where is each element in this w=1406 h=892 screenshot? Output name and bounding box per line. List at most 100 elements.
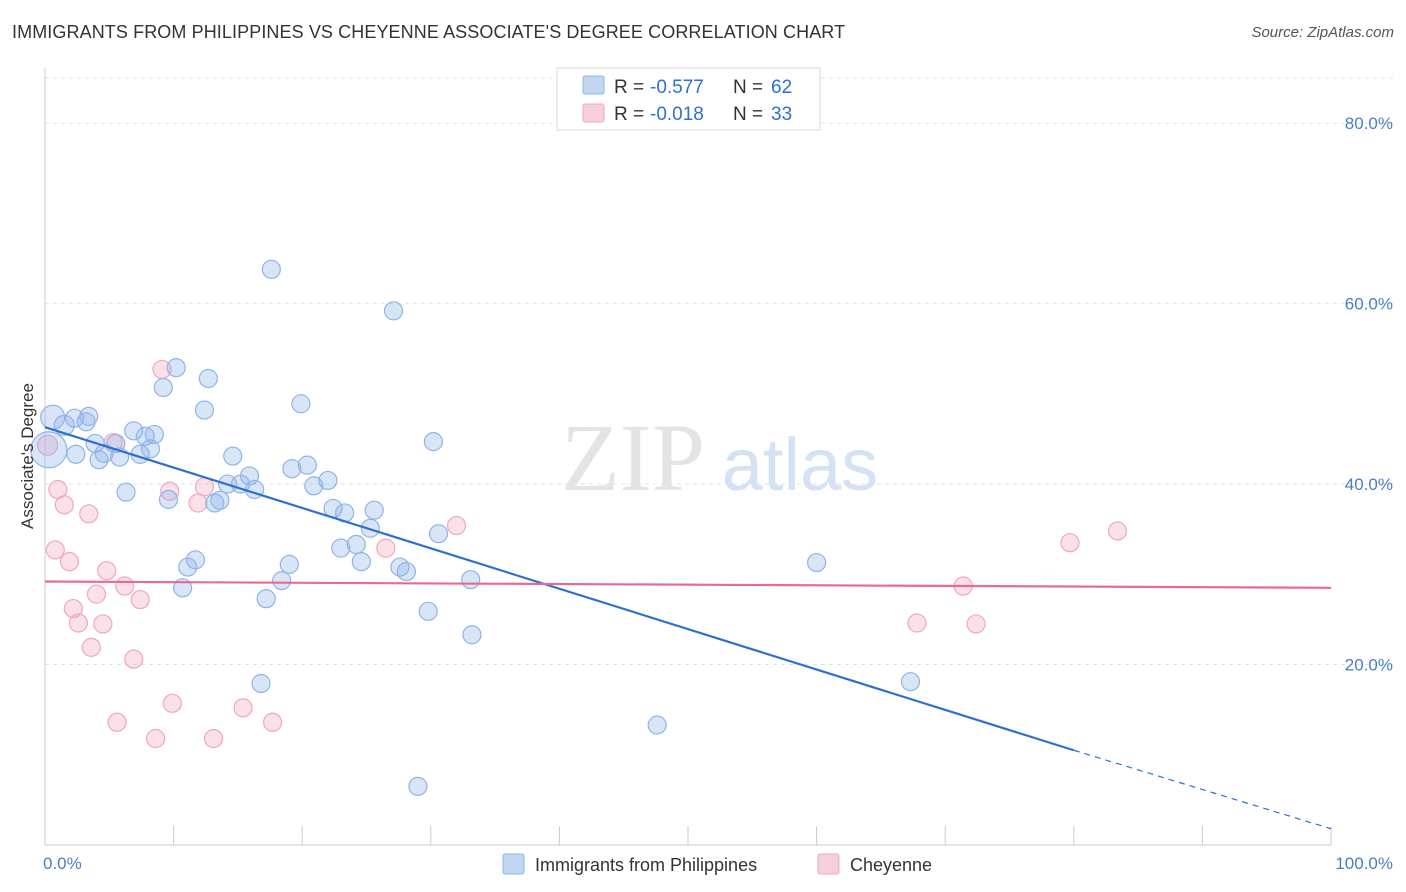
philippines-point <box>408 776 428 796</box>
cheyenne-point <box>124 649 144 669</box>
bottom-legend-swatch-cheyenne <box>817 853 840 875</box>
cheyenne-point <box>263 712 283 732</box>
cheyenne-point <box>115 576 135 596</box>
cheyenne-point <box>93 614 113 634</box>
philippines-point <box>64 408 85 428</box>
y-tick-labels: 20.0% 40.0% 60.0% 80.0% <box>1345 114 1393 674</box>
cheyenne-point <box>203 728 224 749</box>
philippines-point <box>282 459 302 479</box>
philippines-trend-extension <box>1073 749 1332 830</box>
legend-swatch-cheyenne <box>582 103 605 123</box>
legend-n-label-0: N = <box>733 77 763 98</box>
philippines-point <box>351 552 371 572</box>
philippines-point <box>346 534 366 555</box>
y-tick-label: 80.0% <box>1345 114 1393 133</box>
philippines-point <box>428 524 449 544</box>
philippines-point <box>256 589 276 609</box>
cheyenne-point <box>45 540 65 560</box>
philippines-point <box>647 715 667 735</box>
cheyenne-point <box>1060 533 1080 553</box>
philippines-point <box>418 601 438 621</box>
philippines-point <box>251 673 271 694</box>
philippines-points <box>30 259 921 796</box>
philippines-point <box>900 672 921 692</box>
cheyenne-point <box>97 561 117 581</box>
cheyenne-point <box>63 598 83 619</box>
trend-lines <box>44 426 1332 830</box>
cheyenne-point <box>54 495 74 515</box>
philippines-point <box>396 561 416 582</box>
watermark-atlas: atlas <box>722 423 878 506</box>
philippines-point <box>210 490 230 510</box>
philippines-point <box>806 552 827 573</box>
cheyenne-point <box>194 477 215 497</box>
bottom-legend-cheyenne: Cheyenne <box>850 855 932 875</box>
cheyenne-point <box>86 584 107 604</box>
philippines-point <box>318 470 338 491</box>
philippines-point <box>66 444 86 464</box>
axes <box>44 68 1332 846</box>
cheyenne-point <box>162 693 182 713</box>
cheyenne-point <box>907 613 927 633</box>
philippines-point <box>383 301 404 321</box>
legend-r-label-1: R = <box>614 104 644 125</box>
legend-n-value-0: 62 <box>771 77 792 98</box>
philippines-point <box>198 368 218 389</box>
philippines-point <box>153 377 173 398</box>
legend-n-label-1: N = <box>733 104 763 125</box>
x-tick-label: 100.0% <box>1335 854 1393 873</box>
philippines-point <box>291 394 311 414</box>
cheyenne-trend-line <box>44 580 1332 589</box>
bottom-legend-philippines: Immigrants from Philippines <box>535 855 757 875</box>
philippines-point <box>462 625 482 645</box>
philippines-point <box>158 489 179 509</box>
watermark-zip: ZIP <box>561 404 705 511</box>
cheyenne-point <box>81 637 101 657</box>
philippines-point <box>261 259 281 279</box>
y-axis-label: Associate's Degree <box>18 383 37 529</box>
philippines-point <box>89 450 109 470</box>
philippines-point <box>173 578 193 598</box>
cheyenne-point <box>1107 521 1128 541</box>
cheyenne-point <box>79 504 99 524</box>
philippines-point <box>144 424 164 445</box>
x-tick-label: 0.0% <box>43 854 82 873</box>
cheyenne-point <box>36 434 59 456</box>
legend-r-label-0: R = <box>614 77 644 98</box>
philippines-point <box>279 554 299 574</box>
philippines-point <box>53 414 75 437</box>
cheyenne-points <box>36 359 1128 749</box>
philippines-point <box>297 455 317 475</box>
philippines-point <box>461 570 481 590</box>
legend-n-value-1: 33 <box>771 104 792 125</box>
philippines-point <box>140 439 161 459</box>
cheyenne-point <box>59 552 80 572</box>
philippines-point <box>185 550 206 570</box>
philippines-trend-line <box>44 426 1075 752</box>
philippines-point <box>364 500 384 520</box>
philippines-point <box>272 571 292 591</box>
cheyenne-point <box>107 712 127 732</box>
philippines-point <box>116 482 136 502</box>
cheyenne-point <box>68 613 89 633</box>
philippines-point <box>223 446 243 466</box>
philippines-point <box>304 476 324 496</box>
philippines-point <box>205 493 225 513</box>
legend-swatch-philippines <box>582 75 605 95</box>
cheyenne-point <box>233 698 253 718</box>
cheyenne-point <box>160 481 180 501</box>
grid-lines <box>45 77 1393 666</box>
philippines-point <box>30 431 68 469</box>
philippines-point <box>331 538 351 558</box>
legend-r-value-0: -0.577 <box>650 77 704 98</box>
cheyenne-point <box>145 728 166 749</box>
cheyenne-point <box>376 538 396 558</box>
philippines-point <box>79 406 99 426</box>
source-label: Source: ZipAtlas.com <box>1251 24 1394 41</box>
philippines-point <box>194 400 215 420</box>
y-tick-label: 20.0% <box>1345 656 1393 675</box>
philippines-point <box>166 358 186 378</box>
legend-r-value-1: -0.018 <box>650 104 704 125</box>
y-tick-label: 60.0% <box>1345 295 1393 314</box>
